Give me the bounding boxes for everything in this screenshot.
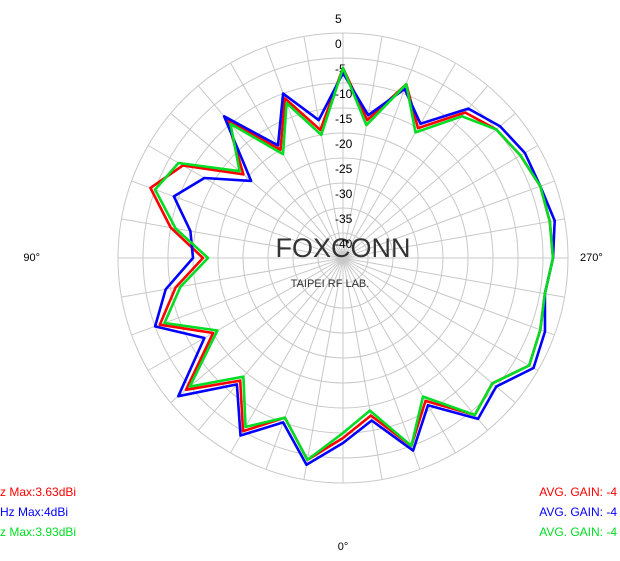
spoke [342, 257, 421, 470]
legend-avg: AVG. GAIN: -4 [539, 485, 617, 499]
grid-ring [217, 132, 469, 384]
spoke [197, 85, 344, 259]
spoke [342, 257, 456, 454]
spoke [342, 257, 555, 336]
spoke [342, 218, 565, 259]
r-tick-label: 0 [335, 37, 342, 51]
spoke [147, 257, 344, 371]
theta-tick-label: 0° [338, 541, 349, 553]
r-tick-label: -5 [335, 62, 346, 76]
spoke [303, 257, 344, 480]
legend-avg: AVG. GAIN: -4 [539, 525, 617, 539]
spoke [131, 180, 344, 259]
r-tick-label: -15 [335, 112, 353, 126]
r-tick-label: -25 [335, 162, 353, 176]
grid-ring [242, 157, 444, 359]
spoke [342, 257, 489, 431]
theta-tick-label: 90° [23, 252, 40, 264]
spoke [265, 257, 344, 470]
grid-ring [117, 32, 569, 484]
grid-ring [142, 57, 544, 459]
grid-ring [292, 207, 394, 309]
spoke [342, 257, 516, 404]
r-tick-label: -20 [335, 137, 353, 151]
spoke [342, 257, 539, 371]
spoke [342, 180, 555, 259]
spoke [342, 257, 383, 480]
pattern-line [153, 71, 556, 467]
theta-tick-label: 270° [580, 252, 603, 264]
legend-max: Hz Max:4dBi [0, 505, 68, 519]
spoke [230, 62, 344, 259]
spoke [121, 218, 344, 259]
spoke [342, 257, 565, 298]
r-tick-label: -40 [335, 237, 353, 251]
spoke [342, 145, 539, 259]
spoke [342, 62, 456, 259]
legend-max: z Max:3.93dBi [0, 525, 76, 539]
r-tick-label: -30 [335, 187, 353, 201]
spoke [342, 46, 421, 259]
spoke [342, 112, 516, 259]
r-tick-label: 5 [335, 12, 342, 26]
watermark: FOXCONN [276, 233, 411, 263]
pattern-line [153, 66, 555, 462]
r-tick-label: -10 [335, 87, 353, 101]
spoke [230, 257, 344, 454]
grid [117, 32, 569, 484]
spoke [303, 36, 344, 259]
spoke [197, 257, 344, 431]
grid-ring [267, 182, 419, 334]
watermark-sub: TAIPEI RF LAB. [291, 278, 370, 290]
plot: 5 0 -5 -10 -15 -20 -25 -30 -35 -40 90° 270° 0° z Max:… [0, 12, 617, 553]
spoke [265, 46, 344, 259]
grid-ring [317, 232, 369, 284]
legend-max: z Max:3.63dBi [0, 485, 76, 499]
legend-avg: AVG. GAIN: -4 [539, 505, 617, 519]
spoke [342, 36, 383, 259]
spoke [121, 257, 344, 298]
r-tick-label: -35 [335, 212, 353, 226]
spoke [170, 112, 344, 259]
spoke [170, 257, 344, 404]
